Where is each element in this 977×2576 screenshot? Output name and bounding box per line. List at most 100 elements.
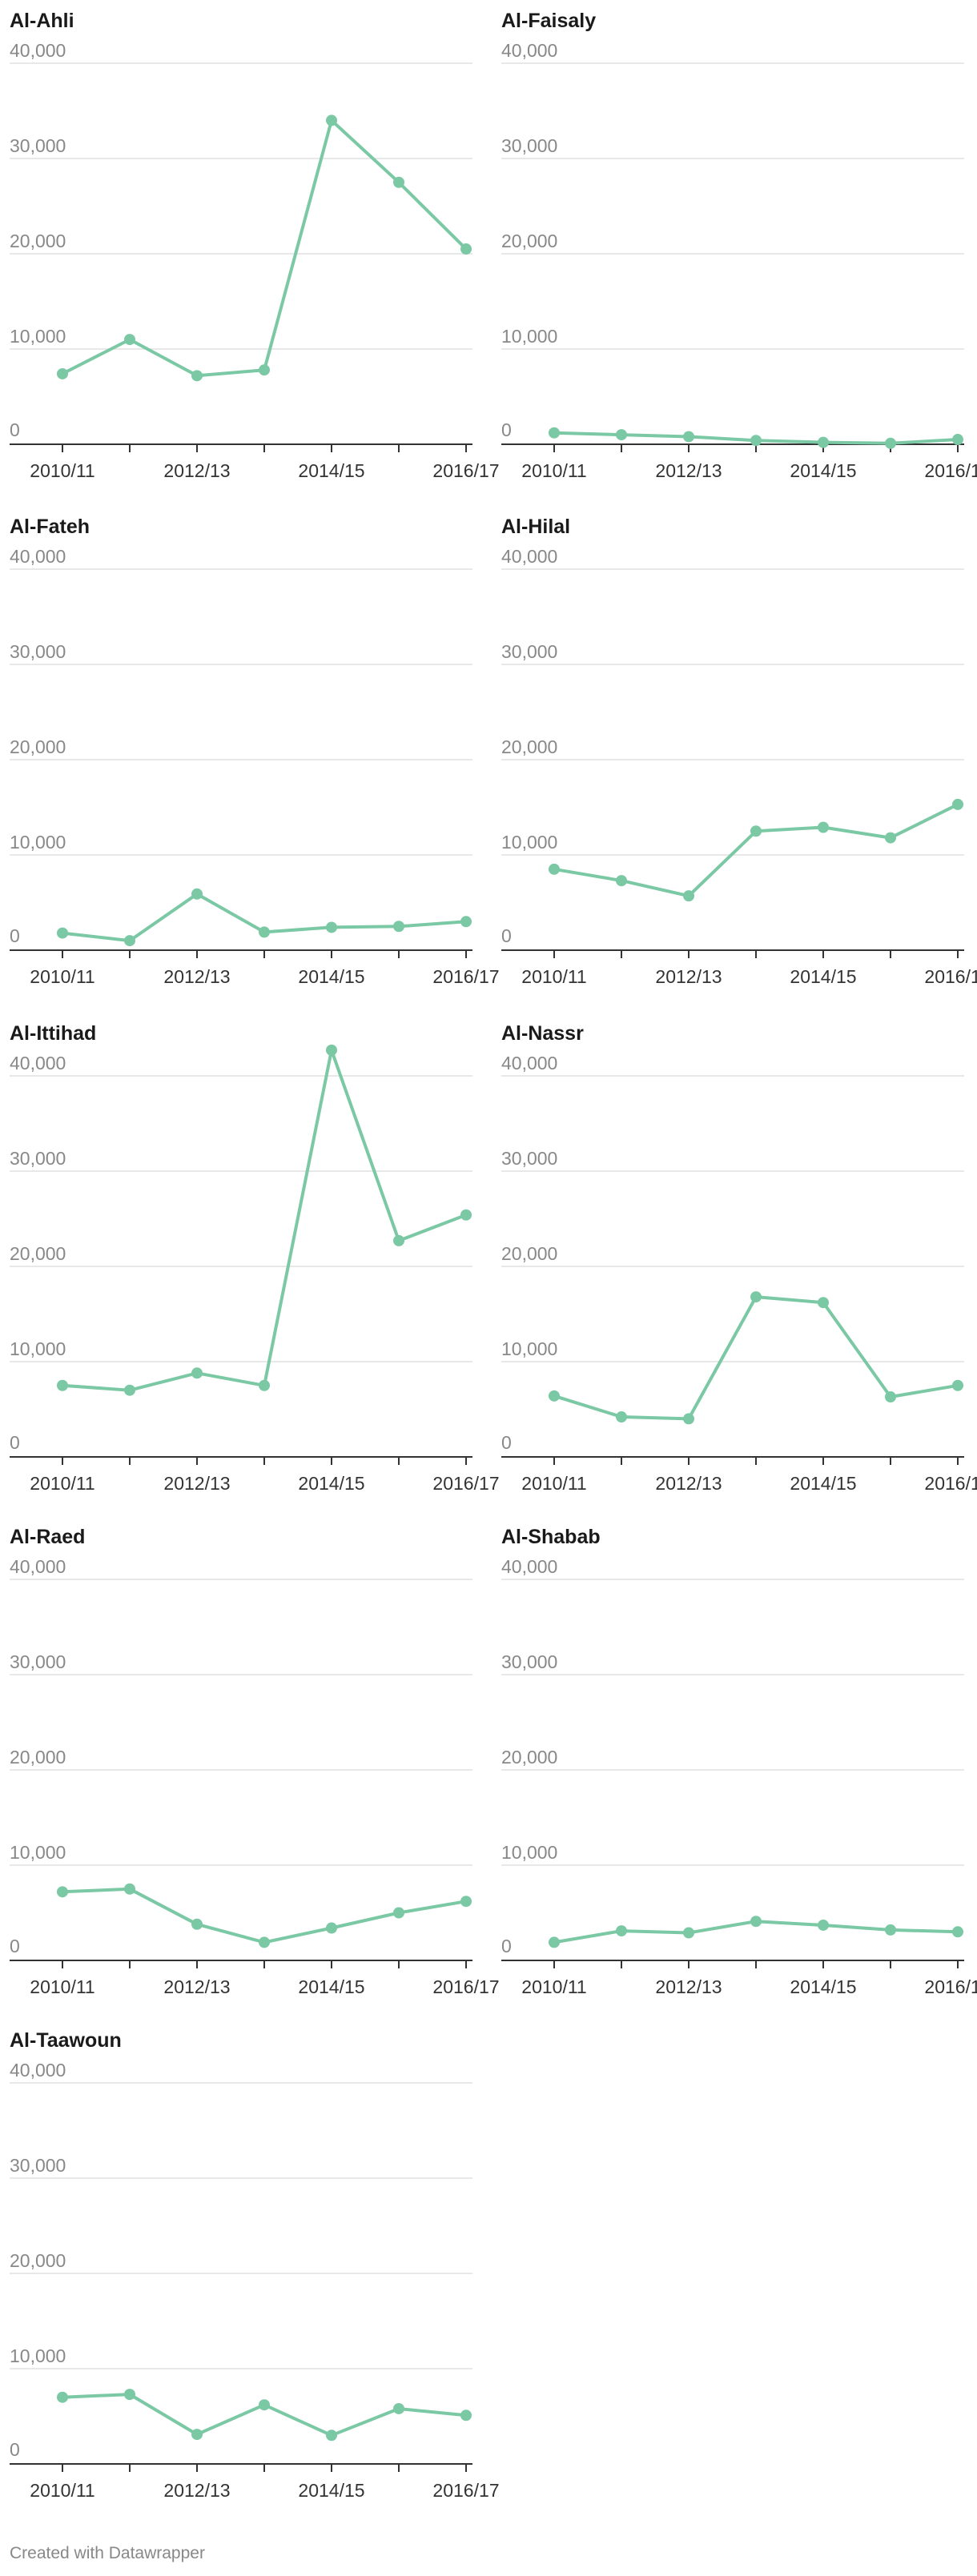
panel-al-shabab: Al-Shabab 0 10,000 20,000 30,000 40,000 2010/1… xyxy=(501,1526,977,1997)
x-tick-label: 2012/13 xyxy=(163,2480,230,2501)
data-point xyxy=(124,1883,135,1895)
x-tick-label: 2010/11 xyxy=(521,460,586,481)
data-point xyxy=(885,1924,896,1936)
data-point xyxy=(393,176,404,188)
data-point xyxy=(57,927,68,939)
data-point xyxy=(616,1411,627,1423)
y-tick-label: 10,000 xyxy=(10,832,66,853)
y-tick-label: 10,000 xyxy=(501,1842,557,1863)
data-point xyxy=(326,114,337,126)
x-tick-label: 2014/15 xyxy=(790,966,856,987)
panel-title: Al-Ahli xyxy=(10,10,74,32)
series-line xyxy=(61,1887,468,1944)
y-tick-label: 0 xyxy=(501,419,512,440)
panel-title: Al-Taawoun xyxy=(10,2029,122,2052)
x-tick-label: 2010/11 xyxy=(521,1473,586,1494)
y-tick-label: 30,000 xyxy=(10,641,66,662)
y-tick-label: 30,000 xyxy=(501,641,557,662)
data-point xyxy=(460,1209,472,1221)
data-point xyxy=(191,370,203,382)
y-tick-label: 40,000 xyxy=(501,546,557,567)
y-tick-label: 30,000 xyxy=(10,2155,66,2176)
data-point xyxy=(616,875,627,887)
y-tick-label: 30,000 xyxy=(501,1148,557,1169)
data-point xyxy=(326,1922,337,1934)
y-tick-label: 40,000 xyxy=(10,2060,66,2080)
x-tick-label: 2014/15 xyxy=(790,1976,856,1997)
data-point xyxy=(549,1936,560,1948)
x-tick-label: 2016/17 xyxy=(924,460,977,481)
data-point xyxy=(326,2430,337,2442)
data-point xyxy=(259,1936,270,1948)
series-line xyxy=(553,1295,959,1421)
y-tick-label: 30,000 xyxy=(501,135,557,156)
y-tick-label: 10,000 xyxy=(501,832,557,853)
x-tick-label: 2016/17 xyxy=(432,966,499,987)
x-tick-label: 2012/13 xyxy=(655,1473,722,1494)
data-point xyxy=(124,2389,135,2401)
x-tick-label: 2010/11 xyxy=(521,966,586,987)
y-tick-label: 0 xyxy=(501,1936,512,1956)
data-point xyxy=(683,1413,694,1425)
data-point xyxy=(885,832,896,844)
panel-al-raed: Al-Raed 0 10,000 20,000 30,000 40,000 2010/11 2… xyxy=(10,1526,500,1997)
x-tick-label: 2014/15 xyxy=(298,966,364,987)
y-tick-label: 10,000 xyxy=(501,1338,557,1359)
y-tick-label: 0 xyxy=(10,925,20,946)
data-point xyxy=(191,1918,203,1930)
x-tick-label: 2014/15 xyxy=(298,2480,364,2501)
y-tick-label: 20,000 xyxy=(10,1747,66,1767)
y-tick-label: 40,000 xyxy=(501,1556,557,1577)
panel-al-faisaly: Al-Faisaly 0 10,000 20,000 30,000 40,000 2010/… xyxy=(501,10,977,481)
data-point xyxy=(124,1384,135,1396)
y-tick-label: 0 xyxy=(10,1936,20,1956)
data-point xyxy=(393,921,404,933)
panel-al-nassr: Al-Nassr 0 10,000 20,000 30,000 40,000 2010/11… xyxy=(501,1022,977,1494)
x-tick-label: 2010/11 xyxy=(30,1976,94,1997)
data-point xyxy=(259,1379,270,1391)
data-point xyxy=(952,1379,963,1391)
data-point xyxy=(259,2399,270,2411)
panel-al-fateh: Al-Fateh 0 10,000 20,000 30,000 40,000 2010/11… xyxy=(10,516,500,987)
y-tick-label: 20,000 xyxy=(501,231,557,251)
data-point xyxy=(460,916,472,928)
panel-al-ittihad: Al-Ittihad 0 10,000 20,000 30,000 40,000 2010/… xyxy=(10,1022,500,1494)
x-tick-label: 2012/13 xyxy=(163,1473,230,1494)
y-tick-label: 30,000 xyxy=(10,1148,66,1169)
y-tick-label: 20,000 xyxy=(10,736,66,757)
x-tick-label: 2012/13 xyxy=(163,966,230,987)
y-tick-label: 10,000 xyxy=(10,2345,66,2366)
data-point xyxy=(683,890,694,902)
y-tick-label: 40,000 xyxy=(10,1053,66,1073)
y-tick-label: 20,000 xyxy=(10,2250,66,2271)
x-tick-label: 2014/15 xyxy=(298,1473,364,1494)
data-point xyxy=(191,2429,203,2441)
x-tick-label: 2014/15 xyxy=(790,1473,856,1494)
data-point xyxy=(57,2391,68,2403)
x-tick-label: 2014/15 xyxy=(298,460,364,481)
data-point xyxy=(952,798,963,810)
y-tick-label: 0 xyxy=(10,1432,20,1453)
x-tick-label: 2012/13 xyxy=(163,1976,230,1997)
panel-al-taawoun: Al-Taawoun 0 10,000 20,000 30,000 40,000 2010/… xyxy=(10,2029,500,2501)
y-tick-label: 20,000 xyxy=(10,231,66,251)
data-point xyxy=(259,364,270,376)
x-tick-label: 2016/17 xyxy=(432,2480,499,2501)
data-point xyxy=(818,1297,829,1309)
data-point xyxy=(259,926,270,938)
y-tick-label: 20,000 xyxy=(501,1747,557,1767)
x-tick-label: 2012/13 xyxy=(655,460,722,481)
x-tick-label: 2016/17 xyxy=(432,1473,499,1494)
y-tick-label: 10,000 xyxy=(10,1842,66,1863)
data-point xyxy=(124,935,135,947)
panel-al-ahli: Al-Ahli 0 10,000 20,000 30,000 40,000 2010/11 2… xyxy=(10,10,500,481)
data-point xyxy=(57,367,68,379)
x-tick-label: 2014/15 xyxy=(790,460,856,481)
data-point xyxy=(460,2409,472,2422)
data-point xyxy=(750,1291,762,1303)
data-point xyxy=(616,429,627,441)
series-line xyxy=(61,1048,468,1392)
y-tick-label: 40,000 xyxy=(10,40,66,61)
panel-title: Al-Nassr xyxy=(501,1022,584,1045)
data-point xyxy=(952,1926,963,1938)
